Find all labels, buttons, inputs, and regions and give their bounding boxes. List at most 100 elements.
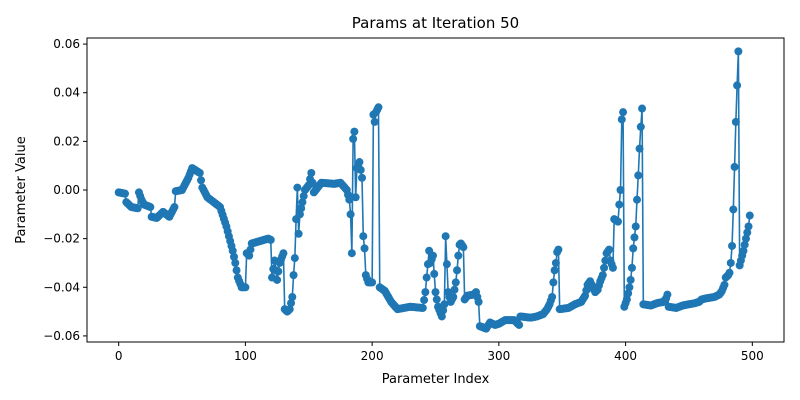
data-point — [734, 47, 743, 56]
data-point — [725, 268, 734, 277]
chart-title: Params at Iteration 50 — [352, 14, 519, 32]
data-point — [600, 263, 609, 272]
data-point — [355, 158, 364, 167]
data-point — [605, 245, 614, 254]
data-point — [633, 195, 641, 204]
data-point — [230, 252, 238, 261]
data-point — [744, 222, 753, 231]
data-point — [548, 293, 557, 302]
data-point — [431, 288, 440, 297]
data-point — [146, 203, 155, 212]
data-point — [351, 193, 360, 202]
data-point — [449, 293, 458, 302]
data-point — [432, 295, 441, 304]
data-point — [356, 165, 365, 174]
data-point — [441, 232, 450, 241]
data-point — [626, 275, 635, 284]
data-point — [308, 178, 317, 187]
data-point — [741, 234, 750, 243]
data-point — [619, 108, 628, 117]
data-point — [246, 245, 255, 254]
data-point — [729, 205, 738, 214]
data-point — [350, 127, 359, 136]
y-tick-label: −0.04 — [43, 280, 80, 294]
data-point — [625, 283, 634, 292]
data-point — [551, 258, 560, 267]
data-point — [733, 81, 742, 90]
data-point — [274, 267, 283, 276]
data-point — [273, 275, 282, 284]
data-point — [170, 203, 179, 212]
series-line — [118, 50, 751, 330]
data-point — [346, 210, 355, 219]
data-point — [726, 258, 735, 267]
data-point — [307, 168, 316, 177]
data-point — [454, 251, 463, 260]
data-point — [349, 134, 358, 143]
data-point — [638, 104, 647, 113]
data-point — [630, 233, 639, 242]
data-point — [634, 171, 643, 180]
data-point — [295, 210, 304, 219]
data-point — [616, 186, 625, 194]
x-tick-label: 200 — [361, 349, 384, 363]
data-point — [627, 263, 636, 272]
data-point — [635, 144, 644, 153]
data-point — [451, 278, 460, 287]
y-tick-label: −0.02 — [43, 232, 80, 246]
data-point — [298, 198, 307, 207]
data-point — [745, 211, 754, 220]
data-point — [228, 246, 237, 255]
data-point — [624, 289, 633, 298]
data-point — [241, 283, 250, 292]
data-point — [360, 244, 369, 253]
data-point — [289, 271, 298, 280]
data-point — [474, 297, 483, 306]
data-point — [232, 266, 241, 275]
data-point — [731, 117, 740, 126]
data-point — [430, 269, 439, 278]
x-tick-label: 0 — [115, 349, 123, 363]
series-markers — [114, 47, 754, 333]
data-point — [554, 245, 563, 254]
data-point — [422, 273, 431, 282]
data-point — [299, 192, 308, 201]
data-point — [374, 103, 383, 112]
data-point — [368, 278, 377, 287]
data-point — [613, 217, 622, 226]
x-axis-label: Parameter Index — [382, 372, 490, 387]
data-point — [197, 176, 206, 185]
data-point — [266, 235, 275, 244]
data-point — [550, 266, 559, 275]
data-point — [287, 299, 296, 308]
data-point — [358, 173, 366, 182]
x-tick-label: 500 — [741, 349, 764, 363]
data-point — [294, 229, 303, 238]
data-point — [740, 240, 749, 249]
data-point — [290, 254, 299, 263]
data-point — [195, 168, 204, 177]
data-point — [121, 189, 130, 198]
data-point — [515, 320, 524, 329]
data-point — [285, 305, 294, 314]
y-tick-label: 0.04 — [53, 86, 80, 100]
data-point — [421, 288, 430, 297]
data-point — [428, 251, 437, 260]
y-tick-label: 0.00 — [53, 183, 80, 197]
data-point — [617, 115, 626, 124]
data-point — [450, 285, 459, 294]
axis-ticks: 0 100 200 300 400 500 −0.06 −0.04 −0.02 0.00 0.02 0… — [43, 37, 764, 363]
data-point — [549, 278, 558, 287]
data-point — [459, 243, 468, 252]
data-point — [440, 300, 449, 309]
data-point — [629, 244, 638, 253]
data-point — [245, 251, 254, 260]
data-point — [439, 306, 448, 315]
x-tick-label: 300 — [487, 349, 510, 363]
data-point — [231, 258, 240, 267]
data-point — [288, 293, 297, 302]
data-point — [347, 249, 356, 258]
y-axis-label: Parameter Value — [14, 136, 29, 243]
data-point — [636, 122, 645, 131]
data-point — [442, 260, 451, 269]
